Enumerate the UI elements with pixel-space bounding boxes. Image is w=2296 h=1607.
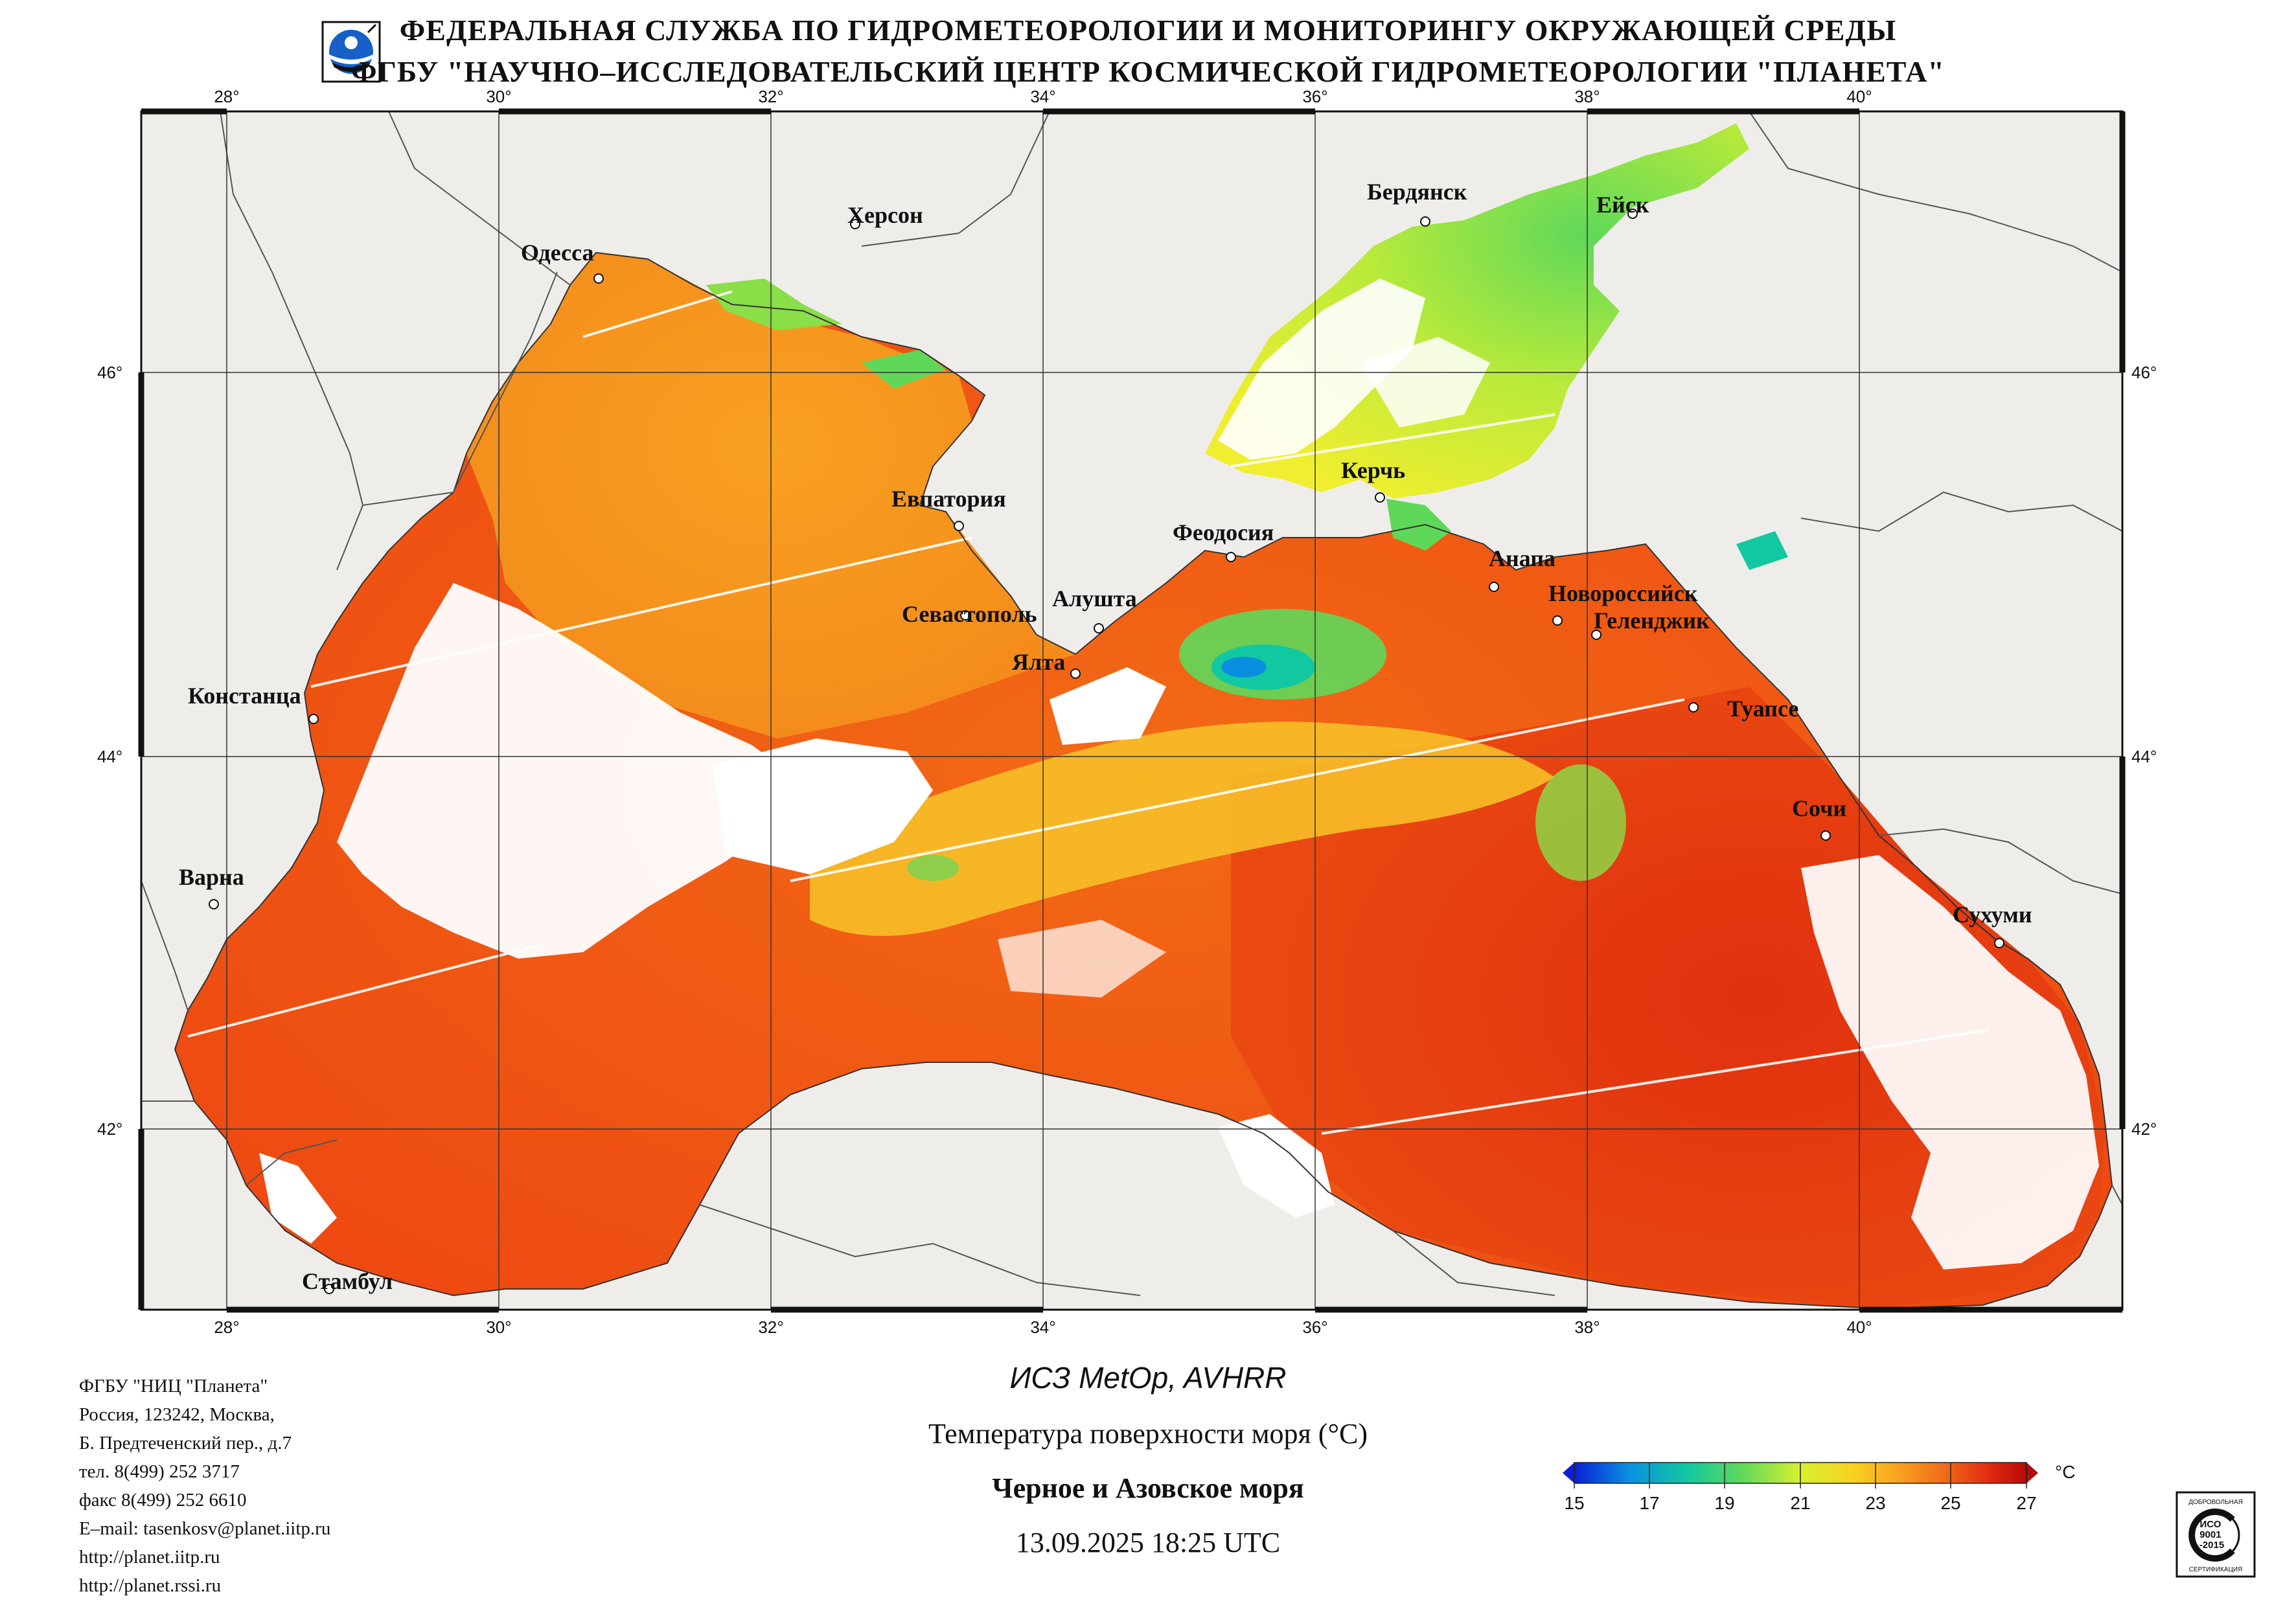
frame-ticks [138,108,2126,1313]
iso-mid-line: ИСО [2199,1519,2221,1530]
city-label: Феодосия [1173,519,1274,545]
contact-line: факс 8(499) 252 6610 [79,1490,247,1510]
city-label: Херсон [847,202,923,228]
lon-label-bottom: 28° [214,1317,239,1337]
colorbar-tick: 19 [1714,1493,1734,1513]
graticule [141,111,2122,1310]
city-label: Ейск [1596,192,1649,218]
lon-label-bottom: 30° [486,1317,511,1337]
contact-line: тел. 8(499) 252 3717 [79,1461,240,1482]
contact-line: http://planet.rssi.ru [79,1575,222,1596]
city-label: Евпатория [891,486,1006,512]
iso-mid-line: -2015 [2199,1540,2224,1551]
colorbar-tick: 25 [1940,1493,1960,1513]
contact-line: Б. Предтеченский пер., д.7 [79,1433,292,1453]
city-label: Сухуми [1953,902,2032,928]
contact-line: Россия, 123242, Москва, [79,1404,275,1425]
city-label: Туапсе [1727,696,1798,722]
swath-seams [187,290,1990,1135]
contact-line: ФГБУ "НИЦ "Планета" [79,1376,268,1396]
lat-label-right: 46° [2131,363,2157,382]
city-label: Стамбул [302,1268,393,1294]
region-title: Черное и Азовское моря [992,1472,1304,1504]
product-title: Температура поверхности моря (°С) [928,1418,1368,1450]
city-label: Керчь [1341,457,1405,483]
city-label: Варна [179,864,244,890]
satellite-name: ИСЗ MetOp, AVHRR [1009,1361,1287,1395]
iso-mid-line: 9001 [2199,1529,2221,1540]
city-labels: Одесса Херсон Бердянск Ейск Евпатория Ке… [179,179,2032,1294]
lon-label-bottom: 40° [1846,1317,1872,1337]
lon-label-bottom: 32° [758,1317,783,1337]
iso-bottom-text: СЕРТИФИКАЦИЯ [2189,1566,2243,1573]
city-label: Ялта [1012,649,1065,675]
contact-info: ФГБУ "НИЦ "Планета" Россия, 123242, Моск… [79,1372,330,1600]
contact-line: http://planet.iitp.ru [79,1547,220,1567]
city-markers [209,209,2004,1294]
lon-label-top: 28° [214,87,239,106]
lat-label-left: 42° [97,1119,122,1139]
lon-label-top: 38° [1574,87,1600,106]
iso-top-text: ДОБРОВОЛЬНАЯ [2188,1499,2243,1506]
country-borders [141,111,2122,1296]
lon-label-top: 40° [1846,87,1872,106]
lon-label-bottom: 36° [1302,1317,1327,1337]
planeta-logo-icon [320,19,382,84]
city-label: Анапа [1489,545,1556,571]
colorbar-unit: °С [2055,1462,2075,1482]
central-cool-band [810,722,1555,936]
lon-label-bottom: 38° [1574,1317,1600,1337]
contact-line: E–mail: tasenkosv@planet.iitp.ru [79,1518,331,1539]
colorbar: 15 17 19 21 23 25 27 °С [1563,1462,2075,1513]
lat-label-right: 44° [2131,747,2157,766]
datetime: 13.09.2025 18:25 UTC [1015,1527,1281,1558]
cloud-cover [259,583,2099,1270]
colorbar-tick: 23 [1865,1493,1885,1513]
city-label: Бердянск [1367,179,1467,205]
lon-label-top: 34° [1030,87,1055,106]
colorbar-tick: 21 [1790,1493,1810,1513]
lon-label-top: 36° [1302,87,1327,106]
city-label: Констанца [188,683,301,709]
colorbar-tick: 15 [1564,1493,1584,1513]
iso-mid-text: ИСО 9001 -2015 [2199,1519,2224,1551]
city-label: Севастополь [902,601,1037,627]
lat-label-left: 46° [97,363,122,382]
city-label: Сочи [1792,795,1846,821]
lat-label-right: 42° [2131,1119,2157,1139]
city-label: Геленджик [1594,608,1710,633]
lon-label-top: 32° [758,87,783,106]
lon-label-bottom: 34° [1030,1317,1055,1337]
city-label: Алушта [1052,586,1137,611]
colorbar-tick: 17 [1639,1493,1659,1513]
iso-certification-icon: ДОБРОВОЛЬНАЯ ИСО 9001 -2015 СЕРТИФИКАЦИЯ [2175,1491,2256,1578]
lat-label-left: 44° [97,747,122,766]
header-line-1: ФЕДЕРАЛЬНАЯ СЛУЖБА ПО ГИДРОМЕТЕОРОЛОГИИ … [399,14,1897,47]
colorbar-tick: 27 [2016,1493,2036,1513]
city-label: Одесса [521,240,594,266]
lon-label-top: 30° [486,87,511,106]
header-line-2: ФГБУ "НАУЧНО–ИССЛЕДОВАТЕЛЬСКИЙ ЦЕНТР КОС… [351,55,1945,88]
city-label: Новороссийск [1548,580,1698,606]
